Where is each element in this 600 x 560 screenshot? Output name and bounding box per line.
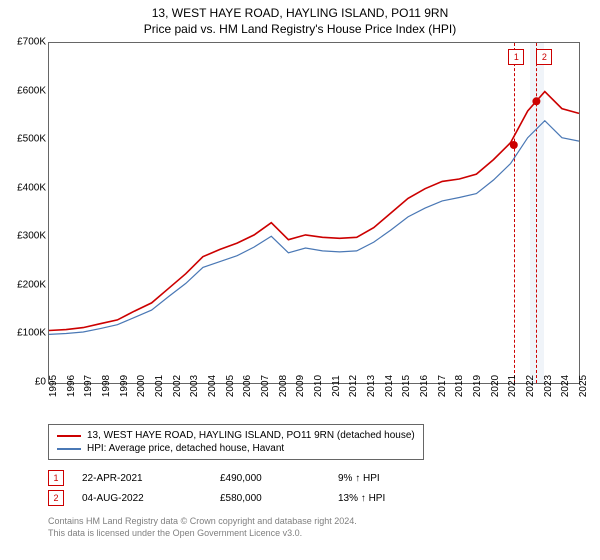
x-axis-label: 1995 [48,375,59,397]
x-axis-label: 2021 [507,375,518,397]
credits-line-2: This data is licensed under the Open Gov… [48,528,357,540]
x-axis-label: 2010 [313,375,324,397]
x-axis-label: 2001 [154,375,165,397]
y-axis-label: £500K [2,134,46,145]
marker-dot [532,97,540,105]
marker-hpi: 13% ↑ HPI [338,493,438,504]
chart-container: 13, WEST HAYE ROAD, HAYLING ISLAND, PO11… [0,0,600,560]
marker-row: 1 22-APR-2021 £490,000 9% ↑ HPI [48,468,438,488]
x-axis-label: 2008 [278,375,289,397]
y-axis-label: £100K [2,328,46,339]
x-axis-label: 2002 [172,375,183,397]
x-axis-label: 2009 [295,375,306,397]
x-axis-label: 2025 [578,375,589,397]
marker-hpi: 9% ↑ HPI [338,473,438,484]
x-axis-label: 2018 [454,375,465,397]
chart-svg [49,43,579,383]
y-axis-label: £0 [2,377,46,388]
credits: Contains HM Land Registry data © Crown c… [48,516,357,539]
x-axis-label: 2020 [490,375,501,397]
legend: 13, WEST HAYE ROAD, HAYLING ISLAND, PO11… [48,424,424,460]
series-line [49,92,579,331]
x-axis-label: 2003 [189,375,200,397]
marker-callout-badge: 2 [536,49,552,65]
markers-table: 1 22-APR-2021 £490,000 9% ↑ HPI 2 04-AUG-2022… [48,468,438,508]
x-axis-label: 1996 [66,375,77,397]
plot-area: 12 [48,42,580,384]
y-axis-label: £600K [2,85,46,96]
marker-dot [510,141,518,149]
x-axis-label: 2023 [543,375,554,397]
x-axis-label: 2014 [384,375,395,397]
title-line-1: 13, WEST HAYE ROAD, HAYLING ISLAND, PO11… [0,6,600,20]
y-axis-label: £300K [2,231,46,242]
y-axis-label: £700K [2,37,46,48]
x-axis-label: 2024 [560,375,571,397]
title-line-2: Price paid vs. HM Land Registry's House … [0,22,600,36]
marker-row: 2 04-AUG-2022 £580,000 13% ↑ HPI [48,488,438,508]
x-axis-label: 1998 [101,375,112,397]
marker-price: £490,000 [220,473,320,484]
marker-price: £580,000 [220,493,320,504]
legend-swatch [57,435,81,437]
x-axis-label: 2013 [366,375,377,397]
x-axis-label: 2004 [207,375,218,397]
credits-line-1: Contains HM Land Registry data © Crown c… [48,516,357,528]
x-axis-label: 2000 [136,375,147,397]
legend-swatch [57,448,81,450]
legend-label: HPI: Average price, detached house, Hava… [87,443,284,454]
titles: 13, WEST HAYE ROAD, HAYLING ISLAND, PO11… [0,0,600,38]
x-axis-label: 2011 [331,375,342,397]
marker-callout-badge: 1 [508,49,524,65]
x-axis-label: 2019 [472,375,483,397]
x-axis-label: 2007 [260,375,271,397]
legend-label: 13, WEST HAYE ROAD, HAYLING ISLAND, PO11… [87,430,415,441]
x-axis-label: 2015 [401,375,412,397]
y-axis-label: £200K [2,279,46,290]
x-axis-label: 1997 [83,375,94,397]
marker-date: 04-AUG-2022 [82,493,202,504]
x-axis-label: 2012 [348,375,359,397]
y-axis-label: £400K [2,182,46,193]
x-axis-label: 2022 [525,375,536,397]
legend-item: 13, WEST HAYE ROAD, HAYLING ISLAND, PO11… [57,429,415,442]
x-axis-label: 2016 [419,375,430,397]
x-axis-label: 2006 [242,375,253,397]
legend-item: HPI: Average price, detached house, Hava… [57,442,415,455]
marker-badge: 1 [48,470,64,486]
x-axis-label: 2017 [437,375,448,397]
marker-badge: 2 [48,490,64,506]
x-axis-label: 2005 [225,375,236,397]
marker-date: 22-APR-2021 [82,473,202,484]
x-axis-label: 1999 [119,375,130,397]
